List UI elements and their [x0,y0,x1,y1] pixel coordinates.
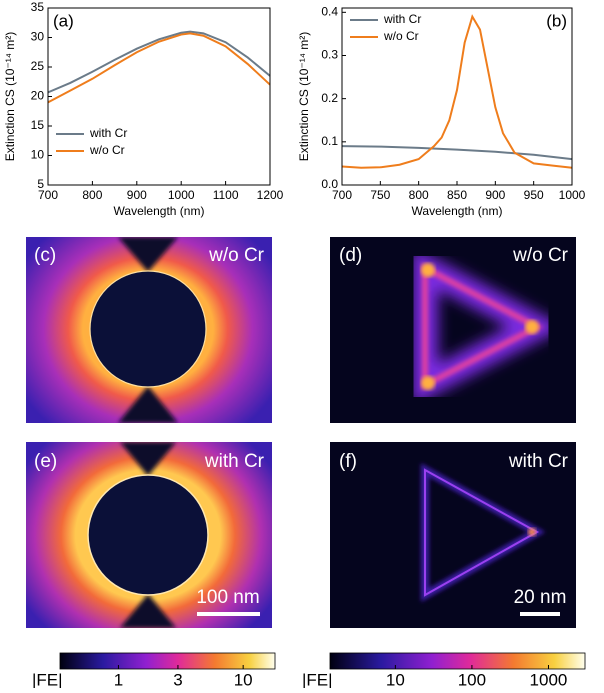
x-axis-label: Wavelength (nm) [114,204,205,218]
panel-caption: with Cr [204,451,265,472]
legend-label: w/o Cr [89,143,125,157]
x-axis-label: Wavelength (nm) [412,204,503,218]
panel-label: (f) [339,451,357,472]
x-tick-label: 700 [38,188,58,202]
y-tick-label: 25 [31,59,45,73]
colorbar [59,652,276,670]
y-tick-label: 30 [31,30,45,44]
series-line [341,145,573,161]
x-tick-label: 1000 [168,188,195,202]
colorbar [329,652,586,670]
colorbar-tick-label: 10 [234,670,253,688]
y-axis-label: Extinction CS (10⁻¹⁴ m²) [3,32,17,162]
legend-label: with Cr [89,126,127,140]
x-tick-label: 1100 [213,188,239,202]
panel-label: (e) [34,451,57,472]
colorbar-label: |FE| [32,670,63,688]
x-tick-label: 900 [485,188,505,202]
y-axis-label: Extinction CS (10⁻¹⁴ m²) [297,32,311,162]
x-tick-label: 950 [524,188,544,202]
colorbar-tick-label: 10 [386,670,405,688]
colorbar-tick-label: 3 [173,670,182,688]
x-tick-label: 900 [127,188,147,202]
y-tick-label: 0.3 [321,48,338,62]
panel-label: (d) [339,245,362,266]
panel-label: (a) [53,11,74,30]
series-line [47,32,271,104]
colorbar-label: |FE| [302,670,333,688]
legend-label: with Cr [383,12,421,26]
plot-frame [47,7,271,186]
y-tick-label: 0.1 [321,134,338,148]
field-map [26,237,272,423]
x-tick-label: 750 [370,188,390,202]
panel-caption: w/o Cr [208,245,265,266]
y-tick-label: 5 [37,177,44,191]
x-tick-label: 800 [409,188,429,202]
panel-caption: w/o Cr [512,245,569,266]
colorbar-tick-label: 1000 [530,670,568,688]
y-tick-label: 0.2 [321,91,338,105]
x-tick-label: 1200 [257,188,284,202]
y-tick-label: 0.0 [321,177,338,191]
y-tick-label: 15 [31,118,45,132]
panel-caption: with Cr [508,451,569,472]
field-map [330,237,576,423]
x-tick-label: 850 [447,188,467,202]
x-tick-label: 700 [332,188,352,202]
y-tick-label: 35 [31,0,45,14]
panel-label: (c) [34,245,56,266]
colorbar-tick-label: 1 [114,670,123,688]
y-tick-label: 20 [31,89,45,103]
colorbar-tick-label: 100 [458,670,486,688]
panel-label: (b) [546,11,567,30]
scale-bar-label: 100 nm [196,587,259,608]
legend-label: w/o Cr [383,29,419,43]
series-line [341,14,573,169]
field-map [330,442,576,628]
scale-bar-label: 20 nm [514,587,567,608]
y-tick-label: 0.4 [321,4,338,18]
x-tick-label: 1000 [559,188,586,202]
field-map [26,442,272,628]
y-tick-label: 10 [31,148,45,162]
x-tick-label: 800 [82,188,102,202]
plot-frame [341,7,573,186]
series-line [47,30,271,94]
